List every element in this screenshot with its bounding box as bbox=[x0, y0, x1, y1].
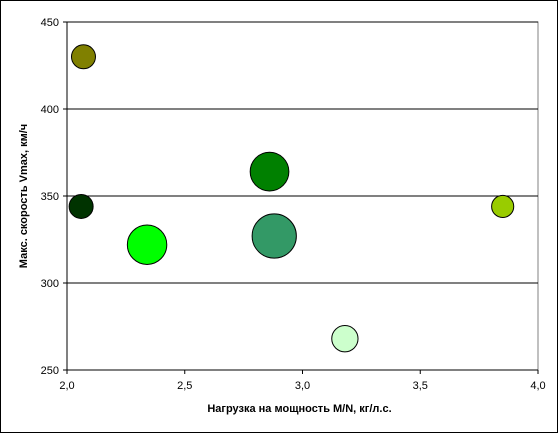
x-tick-label: 3,0 bbox=[295, 380, 310, 392]
bubble-point bbox=[251, 213, 297, 259]
bubble-point bbox=[68, 193, 94, 219]
y-tick-label: 300 bbox=[41, 278, 59, 290]
bubble-series bbox=[68, 44, 515, 353]
x-tick-label: 2,0 bbox=[59, 380, 74, 392]
y-axis-ticks: 250 300 350 400 450 bbox=[41, 17, 67, 377]
y-tick-label: 250 bbox=[41, 365, 59, 377]
y-tick-label: 400 bbox=[41, 104, 59, 116]
x-tick-label: 2,5 bbox=[177, 380, 192, 392]
x-tick-label: 3,5 bbox=[413, 380, 428, 392]
bubble-point bbox=[491, 194, 515, 219]
y-tick-label: 450 bbox=[41, 17, 59, 29]
y-tick-label: 350 bbox=[41, 191, 59, 203]
bubble-point bbox=[70, 44, 96, 70]
x-axis-ticks: 2,0 2,5 3,0 3,5 4,0 bbox=[59, 370, 546, 392]
bubble-point bbox=[331, 325, 359, 353]
bubble-point bbox=[126, 224, 168, 265]
y-axis-title: Макс. скорость Vmax, км/ч bbox=[18, 124, 30, 268]
x-tick-label: 4,0 bbox=[530, 380, 545, 392]
x-axis-title: Нагрузка на мощность M/N, кг/л.с. bbox=[207, 403, 391, 415]
bubble-point bbox=[249, 151, 290, 192]
